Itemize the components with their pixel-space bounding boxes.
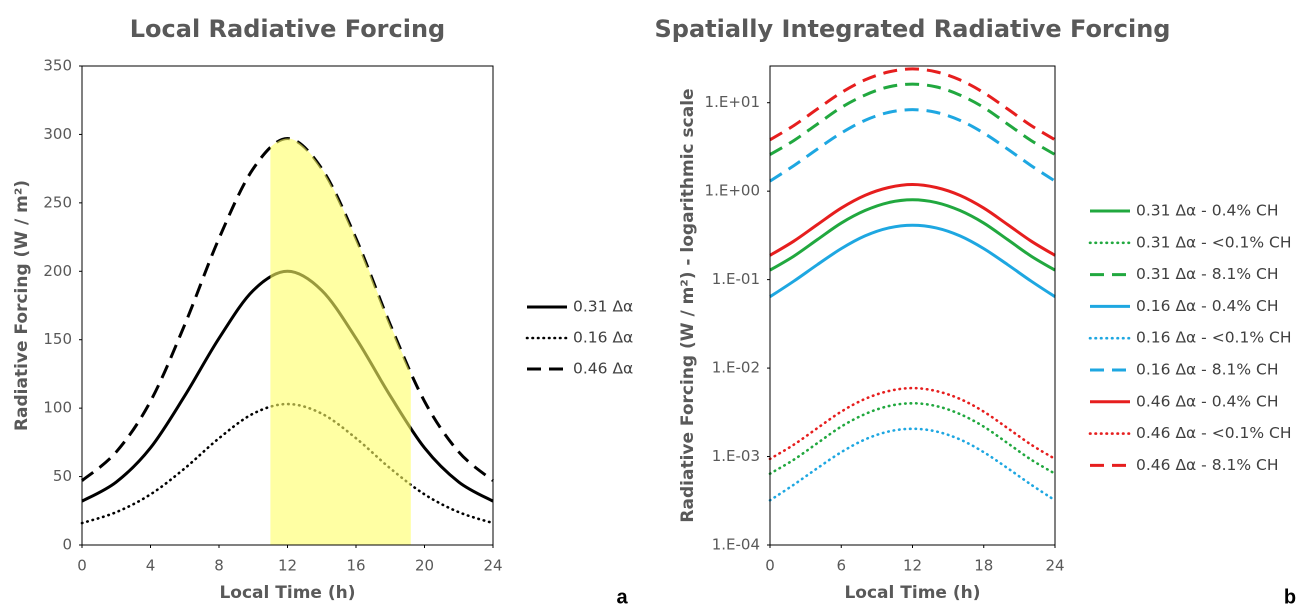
shaded-span <box>270 138 411 545</box>
y-tick-label: 1.E+00 <box>705 182 760 200</box>
legend-label: 0.46 Δα - 8.1% CH <box>1136 456 1279 474</box>
x-tick-label: 16 <box>346 557 365 575</box>
data-line <box>769 198 1056 272</box>
plot-frame <box>769 65 1056 546</box>
legend-label: 0.31 Δα - 8.1% CH <box>1136 265 1279 283</box>
data-line <box>769 182 1056 257</box>
x-tick-label: 0 <box>765 557 775 575</box>
legend-label: 0.31 Δα <box>573 298 633 316</box>
y-tick-label: 1.E-01 <box>712 270 760 288</box>
y-axis-title: Radiative Forcing (W / m²) <box>12 180 32 431</box>
chart-title: Spatially Integrated Radiative Forcing <box>655 15 1171 43</box>
data-line <box>769 223 1056 299</box>
legend-label: 0.16 Δα - 0.4% CH <box>1136 297 1279 315</box>
panel-label: a <box>616 586 628 608</box>
y-tick-label: 250 <box>43 193 72 211</box>
y-tick-label: 150 <box>43 330 72 348</box>
x-tick-label: 24 <box>1045 557 1064 575</box>
x-tick-label: 20 <box>415 557 434 575</box>
data-line <box>768 401 1057 475</box>
panel-label: b <box>1284 586 1296 608</box>
y-tick-label: 0 <box>62 536 72 554</box>
data-line <box>769 108 1056 183</box>
x-axis-title: Local Time (h) <box>219 583 355 603</box>
data-line <box>768 427 1057 502</box>
data-line <box>769 67 1056 142</box>
legend-label: 0.46 Δα <box>573 360 633 378</box>
y-tick-label: 1.E+01 <box>705 93 760 111</box>
y-tick-label: 1.E-02 <box>712 359 760 377</box>
x-tick-label: 12 <box>278 557 297 575</box>
y-tick-label: 1.E-04 <box>712 536 760 554</box>
y-tick-label: 50 <box>53 467 72 485</box>
data-line <box>768 386 1057 461</box>
data-line <box>769 82 1056 156</box>
y-tick-label: 100 <box>43 399 72 417</box>
y-tick-label: 300 <box>43 125 72 143</box>
x-tick-label: 12 <box>903 557 922 575</box>
x-tick-label: 8 <box>214 557 224 575</box>
legend-label: 0.31 Δα - 0.4% CH <box>1136 202 1279 220</box>
chart-title: Local Radiative Forcing <box>130 15 446 43</box>
legend-label: 0.16 Δα - <0.1% CH <box>1136 329 1291 347</box>
y-tick-label: 350 <box>43 57 72 75</box>
x-axis-title: Local Time (h) <box>844 583 980 603</box>
x-tick-label: 18 <box>974 557 993 575</box>
legend-label: 0.46 Δα - 0.4% CH <box>1136 392 1279 410</box>
y-axis-title: Radiative Forcing (W / m²) - logarithmic… <box>678 88 698 522</box>
legend-label: 0.46 Δα - <0.1% CH <box>1136 424 1291 442</box>
y-tick-label: 1.E-03 <box>712 447 760 465</box>
legend-label: 0.16 Δα <box>573 329 633 347</box>
x-tick-label: 0 <box>77 557 87 575</box>
x-tick-label: 6 <box>836 557 846 575</box>
x-tick-label: 24 <box>483 557 502 575</box>
y-tick-label: 200 <box>43 262 72 280</box>
plot-frame <box>81 65 494 546</box>
legend-label: 0.16 Δα - 8.1% CH <box>1136 361 1279 379</box>
legend-label: 0.31 Δα - <0.1% CH <box>1136 233 1291 251</box>
x-tick-label: 4 <box>146 557 156 575</box>
data-line <box>81 137 494 482</box>
